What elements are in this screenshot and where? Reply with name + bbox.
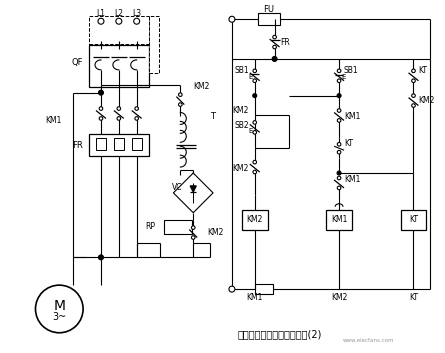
Bar: [165, 220, 192, 234]
Text: KT: KT: [418, 66, 428, 75]
Text: T: T: [210, 112, 215, 121]
Circle shape: [99, 107, 103, 110]
Text: RP: RP: [146, 222, 156, 231]
Text: FU: FU: [263, 5, 274, 14]
Circle shape: [98, 255, 103, 260]
Text: 3~: 3~: [52, 312, 66, 322]
Circle shape: [191, 226, 195, 229]
Text: KM2: KM2: [418, 96, 435, 105]
Text: KM1: KM1: [344, 175, 360, 185]
Bar: [89, 134, 149, 156]
Circle shape: [273, 45, 276, 49]
Circle shape: [191, 236, 195, 239]
Text: L1: L1: [97, 9, 105, 18]
Text: KT: KT: [409, 215, 418, 224]
Polygon shape: [190, 186, 196, 192]
Text: SB2: SB2: [234, 121, 249, 130]
Text: E: E: [341, 74, 345, 80]
Text: E: E: [248, 128, 253, 134]
Circle shape: [337, 176, 341, 180]
Bar: [132, 138, 142, 150]
Circle shape: [229, 16, 235, 22]
Circle shape: [337, 119, 341, 122]
Text: KM1: KM1: [344, 112, 360, 121]
Circle shape: [36, 285, 83, 333]
Circle shape: [412, 79, 415, 83]
Text: E: E: [248, 74, 253, 80]
Text: FR: FR: [73, 141, 83, 150]
Text: M: M: [53, 299, 65, 313]
Circle shape: [117, 107, 121, 110]
Text: FR: FR: [280, 37, 290, 47]
Circle shape: [98, 90, 103, 95]
Circle shape: [337, 69, 341, 73]
Circle shape: [337, 150, 341, 154]
Circle shape: [229, 286, 235, 292]
Circle shape: [253, 121, 256, 124]
Circle shape: [253, 131, 256, 134]
Circle shape: [135, 107, 138, 110]
Text: 时间原则能耗制动控制电路(2): 时间原则能耗制动控制电路(2): [237, 329, 322, 339]
Bar: [255, 284, 273, 294]
Text: KM1: KM1: [45, 116, 61, 125]
Text: SB1: SB1: [234, 66, 249, 75]
Circle shape: [273, 35, 276, 39]
Bar: [242, 210, 267, 229]
Bar: [96, 138, 106, 150]
Circle shape: [337, 143, 341, 146]
Circle shape: [337, 109, 341, 112]
Text: KM2: KM2: [193, 82, 210, 91]
Circle shape: [412, 104, 415, 107]
Circle shape: [178, 93, 182, 96]
Bar: [326, 210, 352, 229]
Circle shape: [98, 18, 104, 24]
Circle shape: [135, 117, 138, 120]
Text: QF: QF: [72, 58, 83, 67]
Circle shape: [253, 69, 256, 73]
Text: SB1: SB1: [343, 66, 358, 75]
Bar: [114, 138, 124, 150]
Circle shape: [253, 160, 256, 164]
Bar: [400, 210, 426, 229]
Bar: [149, 16, 158, 73]
Text: KM2: KM2: [207, 228, 223, 237]
Circle shape: [134, 18, 140, 24]
Bar: [258, 13, 279, 25]
Circle shape: [117, 117, 121, 120]
Bar: [89, 45, 149, 87]
Bar: [89, 16, 149, 44]
Circle shape: [337, 186, 341, 190]
Text: www.elecfans.com: www.elecfans.com: [343, 338, 395, 343]
Circle shape: [412, 69, 415, 73]
Text: KT: KT: [409, 293, 418, 301]
Circle shape: [337, 171, 341, 175]
Circle shape: [337, 94, 341, 98]
Circle shape: [272, 56, 277, 61]
Text: KM2: KM2: [247, 215, 263, 224]
Circle shape: [253, 170, 256, 174]
Circle shape: [253, 79, 256, 83]
Text: KM2: KM2: [232, 163, 249, 173]
Text: L3: L3: [132, 9, 141, 18]
Circle shape: [99, 117, 103, 120]
Circle shape: [412, 94, 415, 97]
Circle shape: [178, 103, 182, 106]
Text: KM1: KM1: [247, 293, 263, 301]
Text: KM2: KM2: [232, 106, 249, 115]
Circle shape: [337, 79, 341, 83]
Text: L2: L2: [114, 9, 123, 18]
Text: KM2: KM2: [331, 293, 347, 301]
Circle shape: [116, 18, 122, 24]
Text: KT: KT: [344, 139, 353, 148]
Circle shape: [253, 94, 257, 98]
Text: VC: VC: [172, 184, 183, 192]
Text: KM1: KM1: [331, 215, 347, 224]
